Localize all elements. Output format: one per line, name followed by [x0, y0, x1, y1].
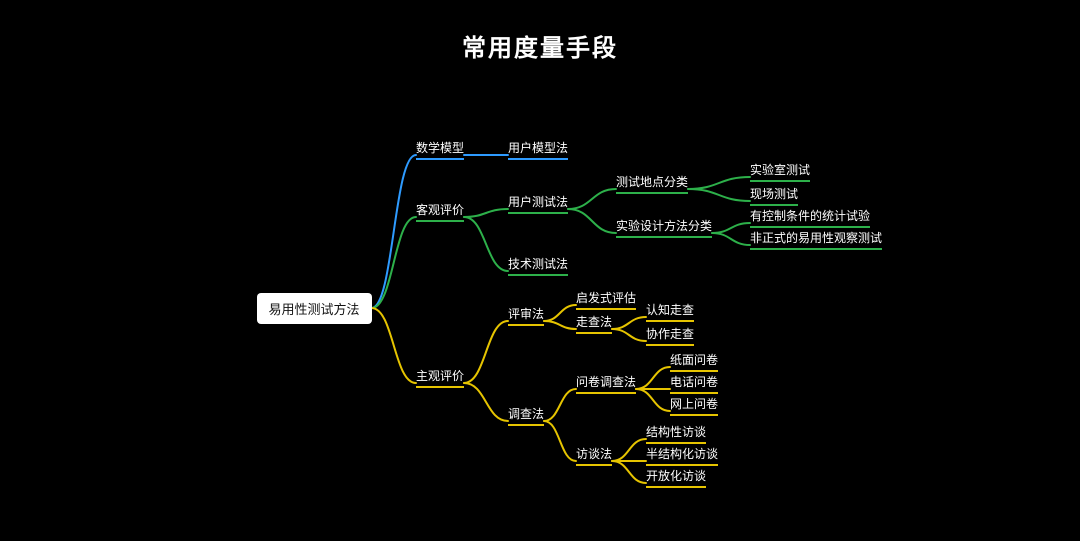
node-heuristic: 启发式评估: [576, 289, 636, 310]
node-labtest: 实验室测试: [750, 161, 810, 182]
node-openint: 开放化访谈: [646, 467, 706, 488]
edge-subj-review: [464, 321, 508, 383]
edge-root-math: [372, 155, 417, 308]
page-title: 常用度量手段: [0, 28, 1080, 63]
node-collabwalk: 协作走查: [646, 325, 694, 346]
node-review: 评审法: [508, 305, 544, 326]
edge-usertest-loc: [568, 189, 616, 209]
edge-root-subj: [372, 308, 417, 383]
edge-root-obj: [372, 217, 417, 308]
edge-interview-structint: [612, 439, 646, 461]
edge-expdesign-informal: [712, 233, 750, 245]
edge-review-walkthrough: [544, 321, 576, 329]
edge-interview-openint: [612, 461, 646, 483]
node-techtest: 技术测试法: [508, 255, 568, 276]
edge-walkthrough-cogwalk: [612, 317, 646, 329]
node-expdesign: 实验设计方法分类: [616, 217, 712, 238]
node-usertest: 用户测试法: [508, 193, 568, 214]
edge-obj-usertest: [464, 209, 508, 217]
edge-subj-survey: [464, 383, 508, 421]
node-walkthrough: 走查法: [576, 313, 612, 334]
edge-expdesign-cstat: [712, 223, 750, 233]
node-loc: 测试地点分类: [616, 173, 688, 194]
node-cstat: 有控制条件的统计试验: [750, 207, 870, 228]
node-questionnaire: 问卷调查法: [576, 373, 636, 394]
root-node: 易用性测试方法: [257, 293, 372, 324]
node-paperq: 纸面问卷: [670, 351, 718, 372]
node-obj: 客观评价: [416, 201, 464, 222]
node-survey: 调查法: [508, 405, 544, 426]
node-fieldtest: 现场测试: [750, 185, 798, 206]
edge-questionnaire-onlineq: [636, 389, 670, 411]
node-informal: 非正式的易用性观察测试: [750, 229, 882, 250]
edge-questionnaire-paperq: [636, 367, 670, 389]
edge-review-heuristic: [544, 305, 576, 321]
edge-loc-fieldtest: [688, 189, 750, 201]
node-math: 数学模型: [416, 139, 464, 160]
edge-obj-techtest: [464, 217, 508, 271]
node-structint: 结构性访谈: [646, 423, 706, 444]
edge-loc-labtest: [688, 177, 750, 189]
node-cogwalk: 认知走查: [646, 301, 694, 322]
node-subj: 主观评价: [416, 367, 464, 388]
node-interview: 访谈法: [576, 445, 612, 466]
edge-survey-questionnaire: [544, 389, 576, 421]
node-semistruct: 半结构化访谈: [646, 445, 718, 466]
node-onlineq: 网上问卷: [670, 395, 718, 416]
node-usermodel: 用户模型法: [508, 139, 568, 160]
edge-survey-interview: [544, 421, 576, 461]
edge-usertest-expdesign: [568, 209, 616, 233]
edge-walkthrough-collabwalk: [612, 329, 646, 341]
node-phoneq: 电话问卷: [670, 373, 718, 394]
